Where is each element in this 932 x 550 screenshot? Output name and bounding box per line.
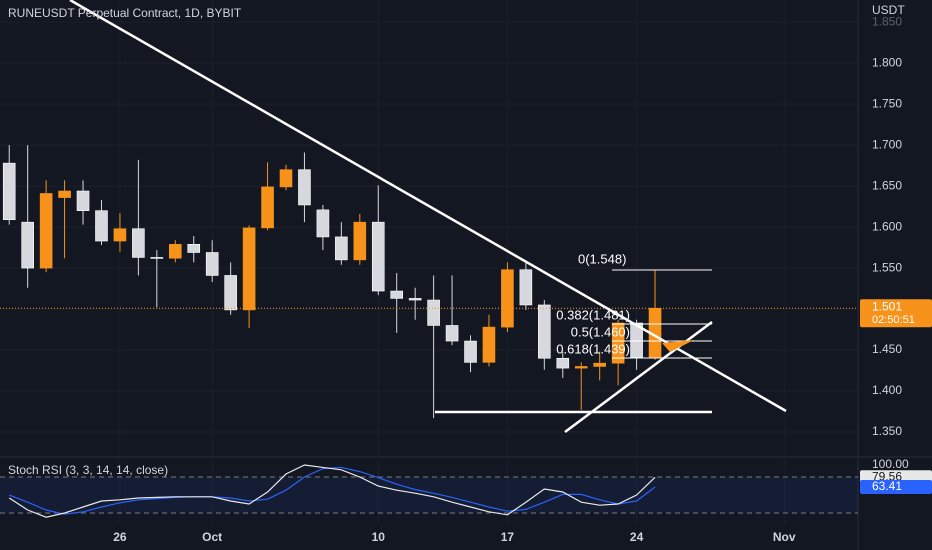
value-label: 79.56 [872, 469, 902, 483]
y-tick-label: 1.400 [872, 383, 902, 397]
price-label: 1.501 [872, 299, 902, 313]
candle-body [316, 209, 330, 238]
y-tick-label: 1.700 [872, 137, 902, 151]
candle-body [519, 269, 533, 306]
fib-levels [612, 269, 712, 359]
value-label-box [860, 479, 932, 494]
drawings [69, 0, 787, 434]
x-tick-label: Oct [202, 530, 222, 544]
y-tick-label: 100.00 [872, 457, 909, 471]
price-label-box [860, 299, 932, 328]
fib-label: 0.618(1.439) [556, 341, 630, 356]
fib-label: 0.382(1.481) [556, 307, 630, 322]
candle-body [95, 210, 108, 242]
candle-body [408, 298, 422, 301]
y-tick-label: 1.750 [872, 96, 902, 110]
x-tick-label: 17 [501, 530, 515, 544]
candle-body [482, 326, 496, 363]
grid [0, 476, 858, 514]
y-tick-label: 1.850 [872, 14, 902, 28]
y-tick-label: 1.650 [872, 178, 902, 192]
candle-body [445, 325, 459, 342]
candle-body [168, 244, 182, 259]
candle-body [538, 304, 551, 359]
candle-body [21, 221, 34, 269]
axis-unit: USDT [872, 3, 905, 17]
candle-body [150, 257, 164, 259]
candle-body [261, 186, 274, 229]
indicator-title: Stoch RSI (3, 3, 14, 14, close) [8, 463, 168, 477]
candle-body [76, 190, 90, 211]
arrow [662, 340, 694, 352]
candle-body [187, 244, 201, 253]
candle-body [224, 275, 237, 311]
candle-body [205, 252, 219, 276]
candle-body [630, 322, 643, 358]
x-tick-label: 24 [630, 530, 644, 544]
fib-label: 0(1.548) [578, 251, 626, 266]
y-tick-label: 1.800 [872, 55, 902, 69]
y-tick-label: 1.350 [872, 424, 902, 438]
indicator-line [8, 464, 656, 518]
trend-line [69, 0, 787, 413]
candle-body [556, 357, 570, 369]
candle-body [427, 299, 440, 326]
candle-body [298, 169, 311, 206]
x-tick-label: Nov [773, 530, 796, 544]
level-band [0, 477, 858, 514]
candle-body [371, 221, 385, 292]
candle-body [113, 228, 127, 242]
y-tick-label: 1.550 [872, 260, 902, 274]
candle-body [335, 236, 348, 261]
x-tick-label: 26 [113, 530, 127, 544]
fib-label: 0.5(1.460) [571, 324, 630, 339]
y-tick-label: 1.450 [872, 342, 902, 356]
candle-body [353, 221, 367, 261]
candle-body [132, 228, 145, 258]
candle-body [611, 322, 625, 364]
chart-title: RUNEUSDT Perpetual Contract, 1D, BYBIT [8, 6, 242, 20]
marks [0, 145, 858, 518]
x-tick-label: 10 [372, 530, 386, 544]
trend-line [564, 320, 713, 434]
candle-body [390, 290, 404, 299]
candle-body [2, 162, 16, 221]
candle-body [464, 340, 477, 363]
countdown-label: 02:50:51 [872, 314, 915, 326]
candle-body [39, 193, 53, 269]
value-label: 63.41 [872, 479, 902, 493]
candle-body [279, 169, 293, 188]
candle-body [58, 190, 71, 198]
candle-body [593, 362, 606, 367]
candle-body [501, 269, 514, 328]
y-tick-label: 1.600 [872, 219, 902, 233]
candle-body [242, 227, 256, 311]
candle-body [574, 366, 588, 369]
